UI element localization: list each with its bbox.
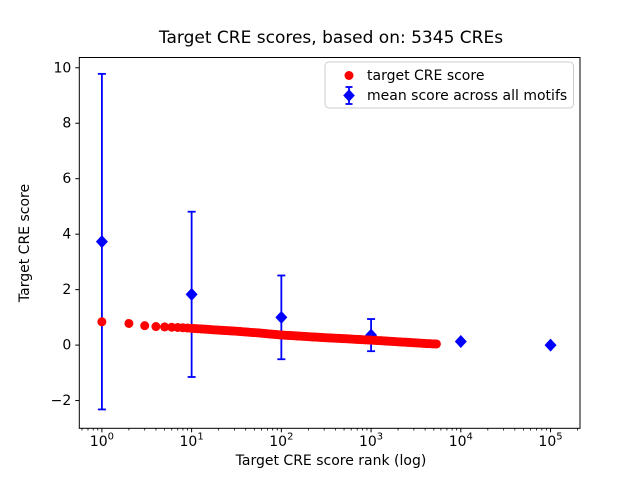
x-tick-label: 103: [359, 432, 383, 451]
target-score-dot: [97, 317, 107, 327]
y-tick-label: 10: [53, 60, 71, 76]
chart-title: Target CRE scores, based on: 5345 CREs: [158, 28, 503, 48]
y-tick-label: 6: [62, 171, 71, 187]
y-tick-label: 4: [62, 227, 71, 243]
plot-area: [79, 57, 581, 429]
target-score-dot: [431, 339, 441, 349]
mean-score-diamond-marker: [185, 287, 198, 301]
target-score-dot: [140, 321, 150, 331]
target-score-dot: [124, 318, 134, 328]
mean-score-diamond-marker: [544, 338, 557, 352]
legend-label-mean-score: mean score across all motifs: [367, 88, 567, 104]
legend-box: [324, 61, 574, 109]
y-axis-label: Target CRE score: [17, 184, 33, 303]
mean-score-diamond-marker: [454, 334, 467, 348]
axis-ticks: 100 101 102 103 104 105 −2 0 2 4 6 8 10: [51, 60, 578, 450]
legend-label-target-score: target CRE score: [367, 68, 484, 84]
target-score-dot: [160, 322, 170, 332]
y-tick-label: −2: [51, 393, 72, 409]
x-tick-label: 101: [180, 432, 204, 451]
x-tick-label: 104: [449, 432, 473, 451]
target-score-series: [97, 317, 441, 349]
x-tick-label: 100: [90, 432, 114, 451]
y-tick-label: 8: [62, 116, 71, 132]
legend: target CRE score mean score across all m…: [324, 61, 574, 109]
target-score-legend-marker-icon: [344, 71, 354, 80]
target-score-dot: [151, 322, 161, 332]
mean-score-diamond-marker: [275, 310, 288, 324]
x-axis-label: Target CRE score rank (log): [235, 453, 427, 469]
x-tick-label: 102: [269, 432, 293, 451]
mean-score-legend-marker-icon: [343, 86, 355, 105]
mean-score-diamond-marker: [95, 235, 108, 249]
y-tick-label: 0: [62, 338, 71, 354]
y-tick-label: 2: [62, 282, 71, 298]
x-tick-label: 105: [538, 432, 562, 451]
axes-spines: [78, 57, 581, 429]
